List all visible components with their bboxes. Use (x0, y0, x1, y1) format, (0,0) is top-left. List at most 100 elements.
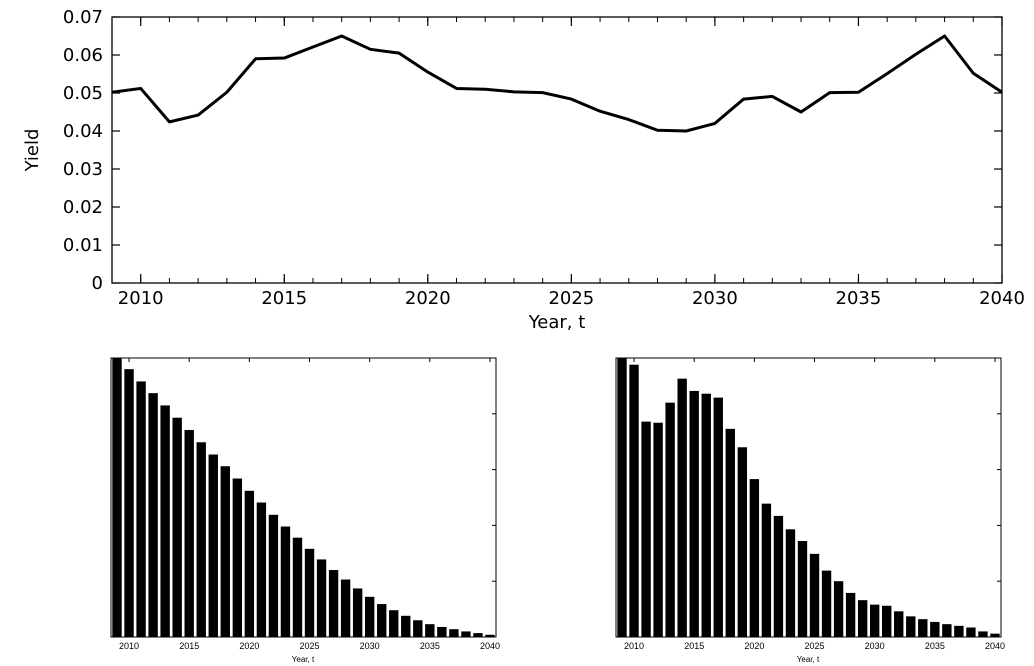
axis-ticks (128, 358, 496, 582)
bar (653, 422, 663, 637)
x-tick-label: 2015 (261, 288, 307, 309)
bar (364, 596, 375, 637)
bar (845, 592, 856, 637)
bar (389, 610, 399, 637)
x-tick-label: 2030 (692, 288, 738, 309)
x-tick-label: 2040 (985, 641, 1005, 651)
x-tick-label: 2025 (548, 288, 594, 309)
y-axis-title: Yield (22, 129, 43, 173)
x-tick-label: 2010 (118, 288, 164, 309)
bar (256, 502, 267, 637)
bar (978, 631, 988, 637)
x-tick-labels: 2010 2015 2020 2025 2030 2035 2040 (624, 641, 1005, 651)
x-tick-label: 2010 (119, 641, 139, 651)
y-tick-label: 0.02 (63, 197, 103, 218)
y-tick-label: 0.05 (63, 83, 103, 104)
bar (821, 570, 832, 637)
bar (713, 397, 723, 637)
y-tick-label: 0.07 (63, 7, 103, 28)
x-tick-label: 2025 (805, 641, 825, 651)
bar (340, 579, 351, 637)
y-tick-label: 0.01 (63, 235, 103, 256)
axis-ticks (633, 358, 1001, 582)
bar (425, 624, 435, 637)
bar (725, 428, 735, 637)
bar (882, 605, 892, 637)
x-tick-labels: 2010 2015 2020 2025 2030 2035 2040 (118, 288, 1025, 309)
bar (689, 390, 699, 637)
bars (112, 358, 495, 637)
bars (617, 358, 1000, 637)
bar (677, 378, 687, 637)
bar (377, 604, 387, 637)
bar (773, 515, 784, 637)
bar (124, 369, 134, 637)
bar (292, 537, 303, 637)
x-tick-label: 2020 (405, 288, 451, 309)
bar (894, 611, 904, 637)
bar (918, 619, 928, 637)
bar (401, 615, 411, 637)
x-tick-label: 2035 (925, 641, 945, 651)
bar (629, 364, 639, 637)
bar (232, 478, 243, 637)
x-tick-label: 2030 (865, 641, 885, 651)
bar (641, 421, 651, 637)
yield-line (111, 34, 1003, 133)
bar (954, 625, 964, 637)
bar (220, 466, 230, 637)
bar (160, 405, 170, 637)
bar (136, 381, 146, 637)
bar (268, 514, 279, 637)
x-tick-label: 2015 (179, 641, 199, 651)
bar (617, 358, 627, 637)
bar (906, 616, 916, 637)
bar (785, 529, 796, 637)
bar (184, 429, 194, 637)
y-tick-label: 0 (92, 273, 103, 294)
top-line-chart: 2010 2015 2020 2025 2030 2035 2040 0 0.01 0.02 0.… (22, 7, 1025, 333)
bar (304, 548, 315, 637)
bar (761, 503, 772, 637)
axis-ticks (111, 16, 1003, 284)
bar (749, 479, 760, 637)
bar (316, 559, 327, 637)
plot-frame (110, 357, 497, 638)
x-tick-label: 2040 (480, 641, 500, 651)
bar (701, 393, 711, 637)
x-tick-label: 2010 (624, 641, 644, 651)
bar (437, 626, 447, 637)
bar (413, 620, 423, 637)
y-tick-label: 0.06 (63, 45, 103, 66)
x-axis-title: Year, t (797, 655, 820, 664)
x-tick-label: 2040 (979, 288, 1025, 309)
bar (473, 633, 483, 637)
bar (942, 624, 952, 637)
x-tick-label: 2020 (239, 641, 259, 651)
bar (966, 627, 976, 637)
plot-frame (615, 357, 1002, 638)
bar (930, 621, 940, 637)
bar (990, 633, 1000, 637)
y-tick-label: 0.04 (63, 121, 103, 142)
x-tick-label: 2020 (744, 641, 764, 651)
bottom-right-bar-chart: 2010 2015 2020 2025 2030 2035 2040 Year, t (615, 357, 1005, 664)
bar (196, 442, 206, 637)
bar (833, 581, 844, 637)
bar (485, 634, 495, 637)
x-tick-label: 2030 (360, 641, 380, 651)
bar (857, 600, 868, 637)
y-tick-label: 0.03 (63, 159, 103, 180)
bar (280, 526, 291, 637)
bar (112, 358, 122, 637)
bar (148, 393, 158, 637)
bar (665, 402, 675, 637)
x-tick-label: 2015 (684, 641, 704, 651)
bar (449, 629, 459, 637)
bar (797, 541, 808, 637)
bar (461, 631, 471, 637)
bar (352, 588, 363, 637)
bottom-left-bar-chart: 2010 2015 2020 2025 2030 2035 2040 Year, t (110, 357, 500, 664)
plot-frame (111, 16, 1003, 284)
bar (208, 454, 218, 637)
